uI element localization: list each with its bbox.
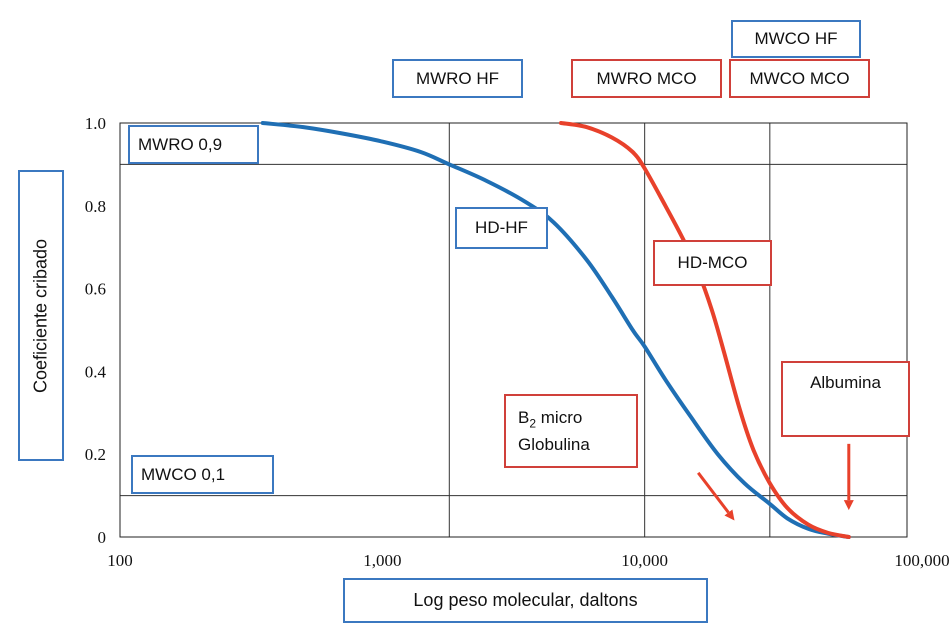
reference-lines	[120, 123, 907, 537]
arrow-shaft	[697, 471, 730, 514]
arrow-head	[724, 509, 735, 521]
arrow-head	[843, 500, 854, 511]
mwco-mco-label: MWCO MCO	[729, 59, 870, 98]
y-tick-label: 1.0	[85, 114, 106, 133]
hd-hf-label: HD-HF	[455, 207, 548, 249]
globulina-line: Globulina	[518, 434, 590, 454]
albumina-label: Albumina	[781, 361, 910, 437]
x-tick-label: 1,000	[363, 551, 401, 570]
series-line-hd-mco	[559, 121, 851, 539]
y-tick-label: 0.8	[85, 197, 106, 216]
b2-microglobulina-label: B2 micro Globulina	[504, 394, 638, 468]
series-layer	[260, 121, 851, 539]
x-tick-label: 100,000	[894, 551, 949, 570]
mwco-hf-label: MWCO HF	[731, 20, 861, 58]
series-line-hd-hf	[260, 121, 851, 539]
y-tick-label: 0	[98, 528, 107, 547]
y-axis-label: Coeficiente cribado	[30, 238, 51, 393]
y-axis-label-box: Coeficiente cribado	[18, 170, 64, 461]
y-tick-label: 0.4	[85, 362, 107, 381]
x-axis-label: Log peso molecular, daltons	[343, 578, 708, 623]
y-tick-label: 0.2	[85, 445, 106, 464]
b2-line: B2 micro	[518, 407, 583, 430]
mwro-mco-label: MWRO MCO	[571, 59, 722, 98]
x-tick-label: 10,000	[621, 551, 668, 570]
mwco-01-label: MWCO 0,1	[131, 455, 274, 494]
tick-layer: 0 0.2 0.4 0.6 0.8 1.0 100 1,000 10,000 100,000	[85, 114, 949, 570]
y-tick-label: 0.6	[85, 280, 106, 299]
arrow-layer	[697, 443, 854, 521]
x-tick-label: 100	[107, 551, 133, 570]
mwro-09-label: MWRO 0,9	[128, 125, 259, 164]
plot-frame	[119, 122, 908, 538]
mwro-hf-label: MWRO HF	[392, 59, 523, 98]
hd-mco-label: HD-MCO	[653, 240, 772, 286]
